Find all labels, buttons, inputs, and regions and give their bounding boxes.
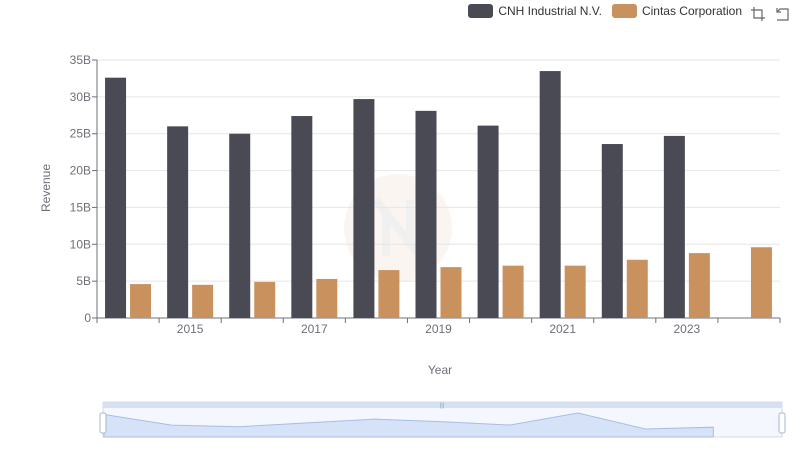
y-tick-label: 0 <box>84 311 91 325</box>
y-tick-label: 30B <box>70 90 91 104</box>
y-tick-label: 5B <box>76 274 91 288</box>
bar-cintas-2018[interactable] <box>378 270 400 318</box>
datazoom-slider[interactable]: ||| <box>99 401 786 438</box>
x-tick-label: 2017 <box>301 322 328 336</box>
bar-cintas-2015[interactable] <box>192 284 214 318</box>
toolbox <box>750 6 790 22</box>
bar-cnh-2015[interactable] <box>167 126 189 318</box>
bar-cnh-2019[interactable] <box>415 110 437 318</box>
legend-label-cintas: Cintas Corporation <box>641 4 742 18</box>
datazoom-handle-bar[interactable] <box>103 402 782 408</box>
legend-label-cnh: CNH Industrial N.V. <box>498 4 602 18</box>
x-tick-label: 2021 <box>549 322 576 336</box>
bar-cintas-2021[interactable] <box>564 265 586 318</box>
x-axis: 2015 2017 2019 2021 2023 <box>96 317 781 336</box>
y-axis: 0 5B 10B 15B 20B 25B 30B 35B <box>70 53 98 325</box>
bar-cnh-2014[interactable] <box>105 77 127 318</box>
y-tick-label: 15B <box>70 200 91 214</box>
bar-cnh-2021[interactable] <box>539 71 561 318</box>
y-tick-label: 25B <box>70 127 91 141</box>
y-tick-label: 20B <box>70 164 91 178</box>
datazoom-preview-area <box>103 412 714 438</box>
bar-cnh-2017[interactable] <box>291 116 313 318</box>
bar-cnh-2020[interactable] <box>477 125 499 318</box>
bar-cnh-2023[interactable] <box>663 135 685 318</box>
bar-cnh-2022[interactable] <box>601 144 623 318</box>
datazoom-right-handle[interactable] <box>778 412 786 434</box>
x-axis-label: Year <box>428 363 452 377</box>
bar-cintas-2014[interactable] <box>130 284 152 318</box>
bar-cintas-2020[interactable] <box>502 265 524 318</box>
bar-cnh-2018[interactable] <box>353 99 375 318</box>
zoom-icon[interactable] <box>750 6 766 22</box>
bar-cintas-2022[interactable] <box>626 259 648 318</box>
datazoom-grip[interactable]: ||| <box>440 403 445 409</box>
legend-swatch-cnh <box>468 4 494 18</box>
bar-cintas-2017[interactable] <box>316 278 338 318</box>
bar-cnh-2016[interactable] <box>229 133 251 318</box>
y-tick-label: 10B <box>70 237 91 251</box>
legend: CNH Industrial N.V. Cintas Corporation <box>468 4 742 18</box>
x-tick-label: 2019 <box>425 322 452 336</box>
restore-icon[interactable] <box>774 6 790 22</box>
bar-cintas-2019[interactable] <box>440 267 462 318</box>
y-tick-label: 35B <box>70 53 91 67</box>
datazoom-left-handle[interactable] <box>99 412 107 434</box>
x-tick-label: 2015 <box>177 322 204 336</box>
bar-cintas-2023[interactable] <box>688 253 710 318</box>
legend-item-cintas[interactable]: Cintas Corporation <box>611 4 742 18</box>
legend-item-cnh[interactable]: CNH Industrial N.V. <box>468 4 602 18</box>
bars <box>105 71 772 318</box>
legend-swatch-cintas <box>611 4 637 18</box>
y-axis-label: Revenue <box>39 164 53 212</box>
bar-cintas-2016[interactable] <box>254 281 276 318</box>
x-tick-label: 2023 <box>674 322 701 336</box>
bar-cintas-2024[interactable] <box>750 247 772 318</box>
